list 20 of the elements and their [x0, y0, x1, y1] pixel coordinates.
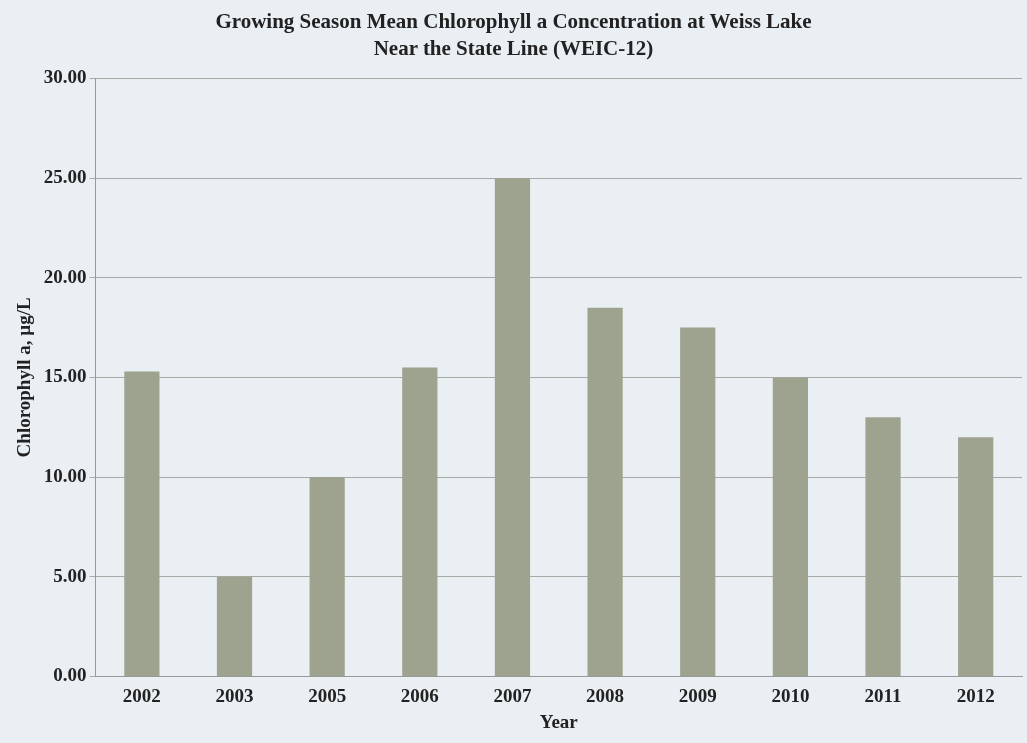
x-axis-title: Year: [539, 710, 579, 732]
chart-title: Growing Season Mean Chlorophyll a Concentration at Weiss Lake Near the State Line (WEIC-12): [214, 8, 813, 62]
y-axis-title: Chlorophyll a, µg/L: [13, 297, 35, 458]
x-tick-label: 2009: [678, 684, 717, 706]
x-tick-label: 2006: [400, 684, 439, 706]
y-tick-label: 10.00: [43, 464, 87, 486]
x-tick-label: 2008: [586, 684, 625, 706]
x-tick-label: 2010: [771, 684, 810, 706]
y-tick-label: 30.00: [43, 66, 87, 88]
y-tick-label: 0.00: [53, 664, 87, 686]
x-tick-label: 2011: [864, 684, 902, 706]
y-tick-label: 25.00: [43, 165, 87, 187]
y-tick-label: 15.00: [43, 365, 87, 387]
x-tick-label: 2005: [308, 684, 347, 706]
x-tick-label: 2007: [493, 684, 532, 706]
y-tick-label: 20.00: [43, 265, 87, 287]
x-tick-label: 2003: [215, 684, 254, 706]
x-tick-label: 2002: [122, 684, 161, 706]
y-tick-label: 5.00: [53, 564, 87, 586]
x-tick-label: 2012: [956, 684, 995, 706]
